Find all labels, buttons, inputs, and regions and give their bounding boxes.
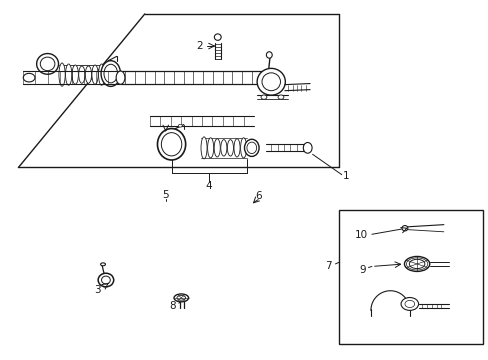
Circle shape (404, 300, 414, 307)
Ellipse shape (227, 140, 233, 156)
Ellipse shape (104, 64, 117, 83)
Text: 8: 8 (169, 301, 176, 311)
Ellipse shape (266, 52, 272, 58)
Ellipse shape (214, 34, 221, 40)
Ellipse shape (303, 143, 311, 153)
Ellipse shape (85, 66, 91, 83)
Text: 2: 2 (196, 41, 202, 51)
Ellipse shape (72, 65, 78, 84)
Ellipse shape (59, 63, 65, 86)
Ellipse shape (98, 64, 104, 85)
Ellipse shape (257, 68, 285, 95)
Text: 7: 7 (325, 261, 331, 271)
Circle shape (178, 124, 182, 127)
Text: 4: 4 (205, 181, 212, 192)
Ellipse shape (161, 133, 182, 156)
Text: 5: 5 (162, 190, 169, 200)
Ellipse shape (262, 73, 280, 91)
Text: 9: 9 (359, 265, 365, 275)
Ellipse shape (79, 66, 85, 83)
Ellipse shape (101, 61, 120, 86)
Ellipse shape (221, 140, 226, 156)
Text: 1: 1 (343, 171, 349, 181)
Text: 6: 6 (254, 191, 261, 201)
Circle shape (23, 73, 35, 82)
Ellipse shape (174, 294, 188, 302)
Ellipse shape (65, 64, 72, 85)
Ellipse shape (157, 129, 185, 160)
Ellipse shape (201, 137, 206, 159)
Ellipse shape (92, 65, 98, 84)
Bar (339, 210, 482, 344)
Ellipse shape (116, 71, 124, 84)
Ellipse shape (244, 139, 259, 157)
Ellipse shape (234, 139, 240, 157)
Ellipse shape (240, 138, 246, 158)
Circle shape (261, 95, 266, 99)
Ellipse shape (40, 57, 55, 71)
Ellipse shape (37, 54, 59, 74)
Ellipse shape (98, 273, 114, 287)
Ellipse shape (102, 276, 110, 284)
Text: 3: 3 (94, 285, 101, 295)
Ellipse shape (214, 139, 220, 157)
Ellipse shape (101, 263, 105, 266)
Ellipse shape (177, 296, 185, 300)
Ellipse shape (207, 138, 213, 158)
Ellipse shape (408, 259, 424, 269)
Circle shape (278, 95, 284, 99)
Text: 10: 10 (354, 230, 367, 240)
Circle shape (400, 297, 418, 310)
Ellipse shape (404, 256, 429, 271)
Ellipse shape (246, 142, 256, 154)
Ellipse shape (401, 226, 407, 231)
